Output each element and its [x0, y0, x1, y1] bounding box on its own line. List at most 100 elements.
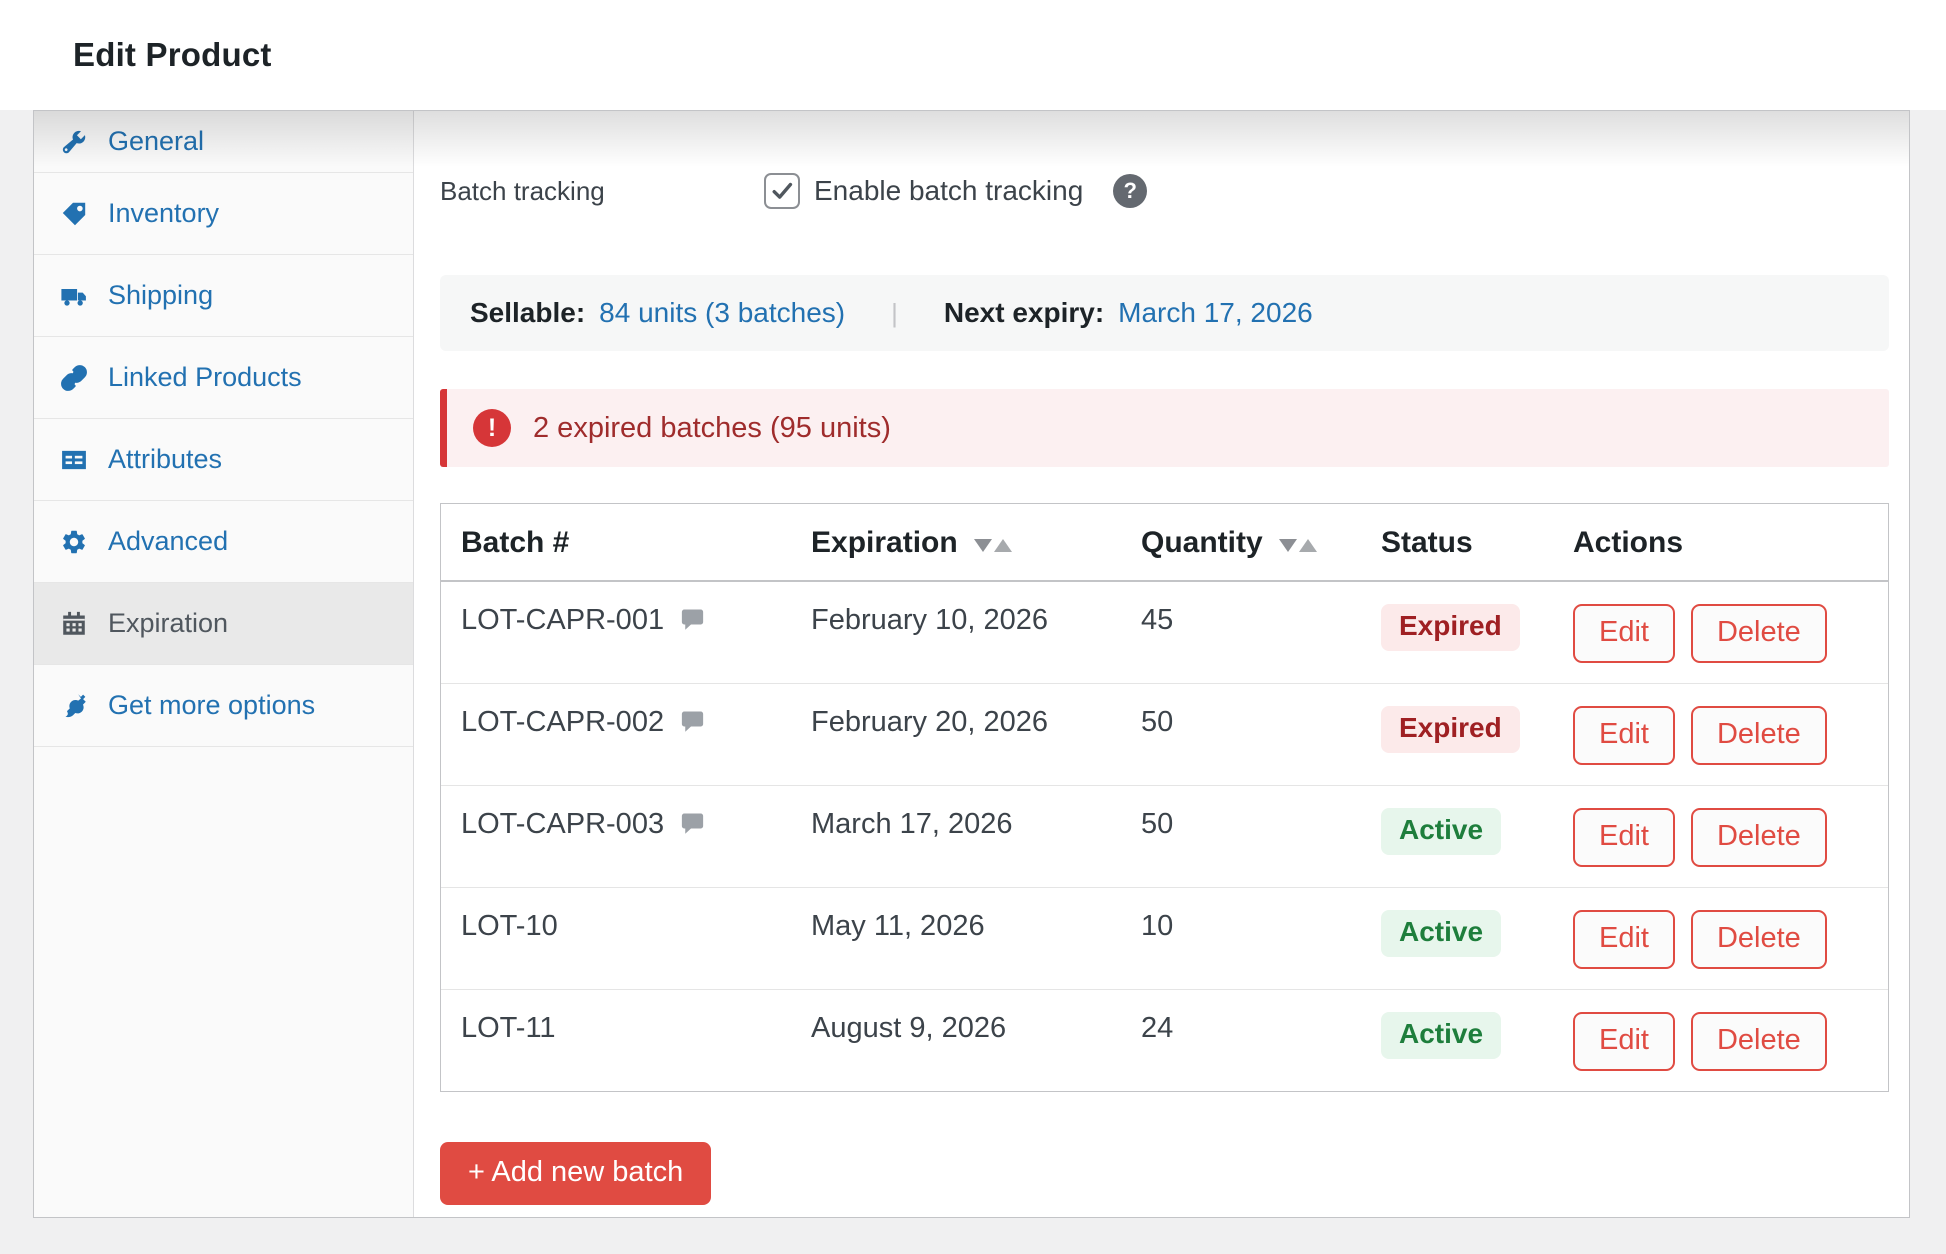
sidebar-item-label: Shipping — [108, 280, 214, 310]
actions-cell: Edit Delete — [1553, 785, 1888, 887]
batch-row: LOT-10 May 11, 2026 10 Active Edit Delete — [441, 887, 1888, 989]
quantity-cell: 50 — [1121, 683, 1361, 785]
edit-button[interactable]: Edit — [1573, 808, 1675, 867]
batch-id: LOT-11 — [461, 1012, 556, 1044]
sidebar-item-label: Get more options — [108, 690, 316, 720]
actions-cell: Edit Delete — [1553, 582, 1888, 683]
sidebar-item-label: Linked Products — [108, 362, 302, 392]
sidebar-item-inventory[interactable]: Inventory — [34, 173, 413, 255]
calendar-icon — [60, 610, 88, 638]
actions-cell: Edit Delete — [1553, 887, 1888, 989]
help-icon[interactable]: ? — [1113, 174, 1148, 208]
comment-icon[interactable] — [680, 811, 705, 844]
batch-row: LOT-11 August 9, 2026 24 Active Edit Delete — [441, 989, 1888, 1091]
tag-icon — [60, 200, 88, 228]
attributes-icon — [60, 446, 88, 474]
comment-icon[interactable] — [680, 709, 705, 742]
sidebar-item-attributes[interactable]: Attributes — [34, 419, 413, 501]
batches-table: Batch # Expiration Quantity Status Actio… — [440, 503, 1889, 1092]
column-header-quantity[interactable]: Quantity — [1121, 504, 1361, 582]
batch-tracking-label: Batch tracking — [440, 175, 605, 206]
gear-icon — [60, 528, 88, 556]
quantity-cell: 24 — [1121, 989, 1361, 1091]
batch-id-cell: LOT-10 — [441, 887, 791, 989]
sidebar-item-linked-products[interactable]: Linked Products — [34, 337, 413, 419]
next-expiry-value-link[interactable]: March 17, 2026 — [1118, 297, 1313, 328]
expired-batches-alert-text: 2 expired batches (95 units) — [533, 411, 891, 444]
expiration-cell: February 20, 2026 — [791, 683, 1121, 785]
batch-id: LOT-CAPR-001 — [461, 604, 665, 636]
delete-button[interactable]: Delete — [1690, 910, 1827, 969]
column-header-expiration[interactable]: Expiration — [791, 504, 1121, 582]
expiration-cell: February 10, 2026 — [811, 604, 1048, 636]
sort-desc-icon[interactable] — [1278, 539, 1297, 552]
sort-asc-icon[interactable] — [993, 539, 1012, 552]
page-title: Edit Product — [73, 36, 272, 73]
sellable-label: Sellable: — [470, 297, 586, 328]
enable-batch-tracking-checkbox-label[interactable]: Enable batch tracking — [814, 175, 1084, 206]
exclamation-circle-icon: ! — [473, 409, 511, 447]
sidebar-item-label: Expiration — [108, 608, 229, 638]
next-expiry-label: Next expiry: — [943, 297, 1105, 328]
delete-button[interactable]: Delete — [1690, 604, 1827, 663]
batch-id: LOT-CAPR-003 — [461, 808, 665, 840]
delete-button[interactable]: Delete — [1690, 808, 1827, 867]
status-badge: Expired — [1381, 706, 1520, 753]
checkmark-icon — [772, 182, 793, 199]
sort-desc-icon[interactable] — [973, 539, 992, 552]
batch-id-cell: LOT-CAPR-001 — [441, 582, 791, 683]
delete-button[interactable]: Delete — [1690, 706, 1827, 765]
table-header-row: Batch # Expiration Quantity Status Actio… — [441, 504, 1888, 582]
batch-id-cell: LOT-CAPR-002 — [441, 683, 791, 785]
status-badge: Expired — [1381, 604, 1520, 651]
column-header-actions: Actions — [1553, 504, 1888, 582]
sort-icons[interactable] — [1278, 539, 1317, 552]
edit-button[interactable]: Edit — [1573, 604, 1675, 663]
status-cell: Expired — [1361, 683, 1553, 785]
batch-row: LOT-CAPR-001 February 10, 2026 45 Expired Ed… — [441, 582, 1888, 683]
sidebar-item-get-more-options[interactable]: Get more options — [34, 665, 413, 747]
quantity-cell: 45 — [1141, 604, 1174, 636]
expiration-tab-content: Batch tracking Enable batch tracking ? S… — [414, 111, 1909, 1217]
sort-icons[interactable] — [973, 539, 1012, 552]
product-data-panel: General Inventory Shipping Linked Products A… — [33, 110, 1910, 1218]
comment-icon[interactable] — [680, 607, 705, 640]
edit-button[interactable]: Edit — [1573, 706, 1675, 765]
delete-button[interactable]: Delete — [1690, 1012, 1827, 1071]
sidebar-item-general[interactable]: General — [34, 111, 413, 173]
batch-row: LOT-CAPR-002 February 20, 2026 50 Expired Ed… — [441, 683, 1888, 785]
sidebar-item-expiration[interactable]: Expiration — [34, 583, 413, 665]
expiration-cell: August 9, 2026 — [791, 989, 1121, 1091]
edit-button[interactable]: Edit — [1573, 1012, 1675, 1071]
expired-batches-alert: ! 2 expired batches (95 units) — [440, 389, 1889, 467]
page-header: Edit Product — [0, 0, 1946, 110]
add-new-batch-button[interactable]: + Add new batch — [440, 1142, 712, 1205]
batch-id: LOT-CAPR-002 — [461, 706, 665, 738]
sidebar-item-label: General — [108, 126, 205, 156]
sidebar-item-shipping[interactable]: Shipping — [34, 255, 413, 337]
sidebar-item-advanced[interactable]: Advanced — [34, 501, 413, 583]
status-cell: Expired — [1361, 582, 1553, 683]
status-badge: Active — [1381, 1012, 1502, 1059]
batch-id-cell: LOT-CAPR-003 — [441, 785, 791, 887]
enable-batch-tracking-checkbox[interactable] — [764, 173, 800, 209]
status-cell: Active — [1361, 785, 1553, 887]
sidebar-item-label: Advanced — [108, 526, 229, 556]
actions-cell: Edit Delete — [1553, 683, 1888, 785]
stock-summary-bar: Sellable: 84 units (3 batches) | Next ex… — [440, 275, 1889, 351]
column-header-status: Status — [1361, 504, 1553, 582]
expiration-cell: May 11, 2026 — [791, 887, 1121, 989]
column-header-batch: Batch # — [441, 504, 791, 582]
sidebar-item-label: Inventory — [108, 198, 220, 228]
status-cell: Active — [1361, 887, 1553, 989]
batch-row: LOT-CAPR-003 March 17, 2026 50 Active Edit De… — [441, 785, 1888, 887]
batch-id: LOT-10 — [461, 910, 558, 942]
status-badge: Active — [1381, 808, 1502, 855]
quantity-cell: 50 — [1121, 785, 1361, 887]
sellable-value-link[interactable]: 84 units (3 batches) — [599, 297, 846, 328]
truck-icon — [60, 282, 88, 310]
sort-asc-icon[interactable] — [1298, 539, 1317, 552]
edit-button[interactable]: Edit — [1573, 910, 1675, 969]
batch-id-cell: LOT-11 — [441, 989, 791, 1091]
link-icon — [60, 364, 88, 392]
